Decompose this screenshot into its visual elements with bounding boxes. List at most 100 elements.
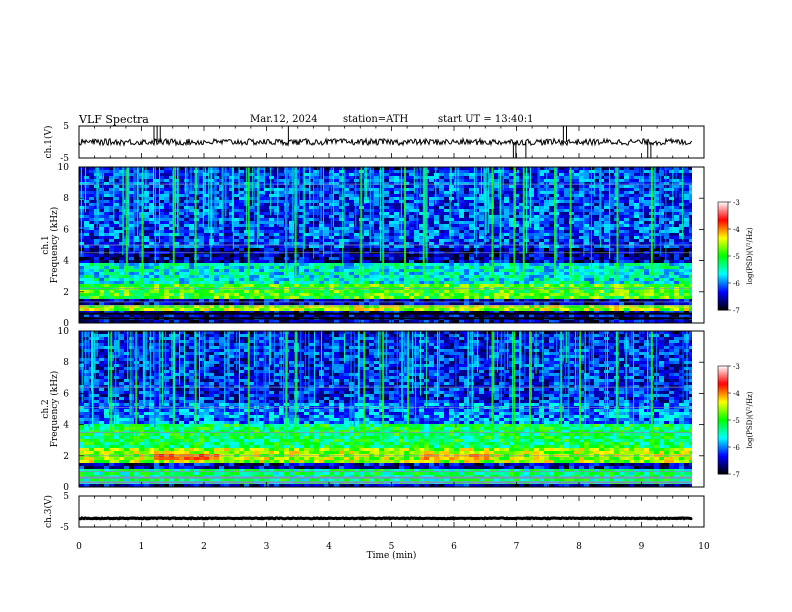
- spectrogram-cell: [439, 257, 444, 260]
- spectrogram-cell: [394, 269, 399, 272]
- spectrogram-cell: [104, 218, 109, 221]
- spectrogram-cell: [439, 203, 444, 206]
- spectrogram-cell: [99, 230, 104, 233]
- spectrogram-cell: [314, 200, 319, 203]
- spectrogram-cell: [259, 194, 264, 197]
- spectrogram-cell: [79, 278, 84, 281]
- spectrogram-cell: [599, 260, 604, 263]
- spectrogram-cell: [474, 281, 479, 284]
- spectrogram-cell: [659, 212, 664, 215]
- spectrogram-cell: [314, 275, 319, 278]
- spectrogram-cell: [674, 281, 679, 284]
- spectrogram-cell: [499, 224, 504, 227]
- spectrogram-cell: [519, 224, 524, 227]
- spectrogram-cell: [599, 236, 604, 239]
- spectrogram-cell: [229, 197, 234, 200]
- spectrogram-cell: [494, 281, 499, 284]
- spectrogram-cell: [224, 176, 229, 179]
- spectrogram-cell: [404, 206, 409, 209]
- spectrogram-cell: [594, 230, 599, 233]
- spectrogram-cell: [294, 284, 299, 287]
- spectrogram-cell: [189, 197, 194, 200]
- spectrogram-cell: [104, 206, 109, 209]
- spectrogram-cell: [619, 167, 624, 170]
- spectrogram-cell: [674, 218, 679, 221]
- spectrogram-cell: [169, 218, 174, 221]
- spectrogram-cell: [539, 257, 544, 260]
- spectrogram-cell: [169, 233, 174, 236]
- spectrogram-cell: [399, 248, 404, 251]
- spectrogram-cell: [604, 173, 609, 176]
- spectrogram-cell: [534, 194, 539, 197]
- spectrogram-cell: [669, 221, 674, 224]
- spectrogram-cell: [219, 272, 224, 275]
- spectrogram-cell: [414, 260, 419, 263]
- spectrogram-cell: [449, 230, 454, 233]
- spectrogram-cell: [199, 254, 204, 257]
- spectrogram-cell: [144, 242, 149, 245]
- spectrogram-cell: [504, 260, 509, 263]
- spectrogram-cell: [654, 167, 659, 170]
- spectrogram-cell: [619, 245, 624, 248]
- spectrogram-cell: [434, 185, 439, 188]
- spectrogram-cell: [119, 263, 124, 266]
- spectrogram-cell: [374, 173, 379, 176]
- spectrogram-cell: [304, 257, 309, 260]
- spectrogram-cell: [444, 170, 449, 173]
- spectrogram-cell: [384, 218, 389, 221]
- spectrogram-cell: [629, 185, 634, 188]
- spectrogram-cell: [309, 227, 314, 230]
- spectrogram-cell: [369, 218, 374, 221]
- spectrogram-cell: [379, 215, 384, 218]
- spectrogram-cell: [394, 194, 399, 197]
- spectrogram-cell: [439, 224, 444, 227]
- spectrogram-cell: [269, 236, 274, 239]
- spectrogram-cell: [224, 224, 229, 227]
- spectrogram-cell: [629, 182, 634, 185]
- spectrogram-cell: [279, 281, 284, 284]
- spectrogram-cell: [519, 212, 524, 215]
- spectrogram-cell: [604, 206, 609, 209]
- spectrogram-cell: [689, 200, 694, 203]
- spectrogram-cell: [149, 167, 154, 170]
- spectrogram-cell: [274, 239, 279, 242]
- spectrogram-cell: [384, 275, 389, 278]
- spectrogram-cell: [289, 215, 294, 218]
- spectrogram-cell: [309, 236, 314, 239]
- spectrogram-cell: [344, 263, 349, 266]
- spectrogram-cell: [229, 167, 234, 170]
- spectrogram-cell: [189, 263, 194, 266]
- spectrogram-cell: [539, 275, 544, 278]
- spectrogram-cell: [439, 260, 444, 263]
- spectrogram-cell: [549, 197, 554, 200]
- spectrogram-cell: [679, 257, 684, 260]
- spectrogram-cell: [104, 215, 109, 218]
- spectrogram-cell: [564, 242, 569, 245]
- spectrogram-cell: [509, 236, 514, 239]
- spectrogram-cell: [404, 176, 409, 179]
- spectrogram-cell: [604, 230, 609, 233]
- spectrogram-cell: [209, 272, 214, 275]
- spectrogram-cell: [519, 242, 524, 245]
- spectrogram-cell: [274, 260, 279, 263]
- spectrogram-cell: [679, 224, 684, 227]
- spectrogram-cell: [459, 191, 464, 194]
- spectrogram-cell: [229, 173, 234, 176]
- spectrogram-cell: [669, 179, 674, 182]
- spectrogram-cell: [684, 272, 689, 275]
- spectrogram-cell: [524, 266, 529, 269]
- spectrogram-cell: [564, 209, 569, 212]
- spectrogram-cell: [534, 176, 539, 179]
- spectrogram-cell: [459, 212, 464, 215]
- spectrogram-cell: [94, 239, 99, 242]
- spectrogram-cell: [639, 284, 644, 287]
- spectrogram-cell: [394, 275, 399, 278]
- spectrogram-cell: [479, 239, 484, 242]
- spectrogram-cell: [424, 284, 429, 287]
- spectrogram-cell: [184, 245, 189, 248]
- spectrogram-cell: [154, 254, 159, 257]
- spectrogram-cell: [259, 182, 264, 185]
- spectrogram-cell: [264, 278, 269, 281]
- spectrogram-cell: [154, 218, 159, 221]
- spectrogram-cell: [644, 233, 649, 236]
